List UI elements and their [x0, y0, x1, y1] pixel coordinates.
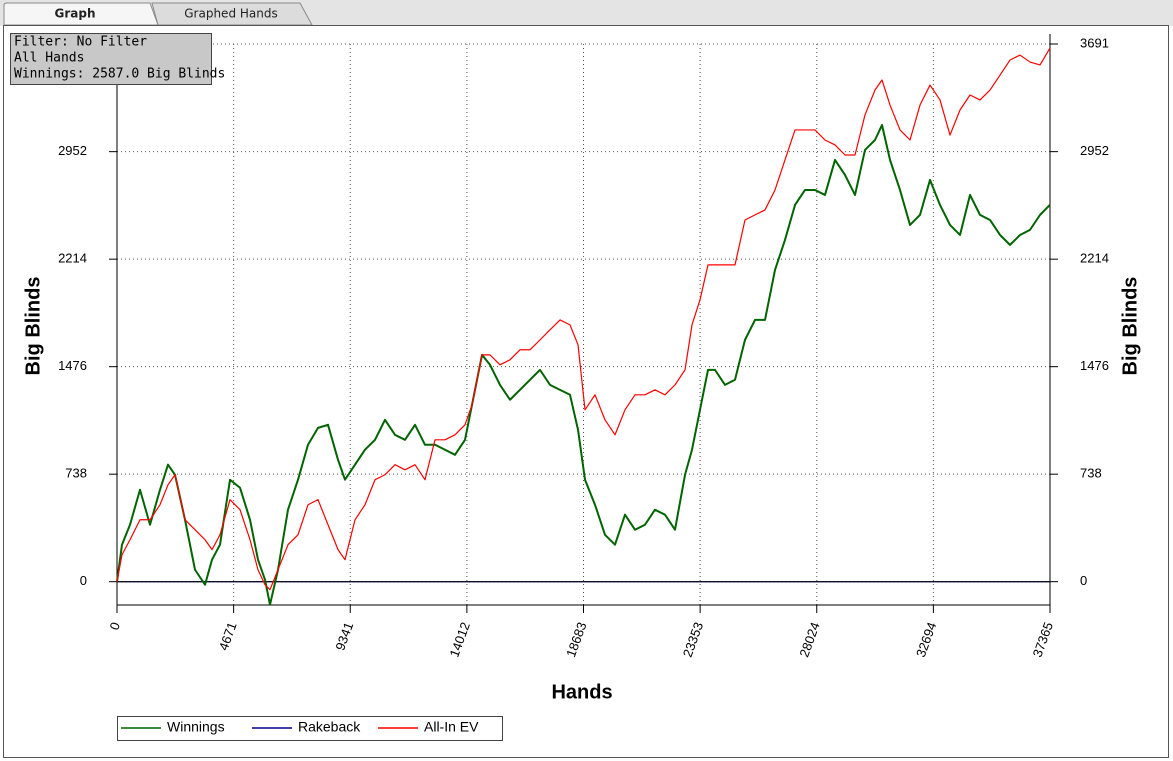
y2-tick-label: 2952 [1080, 143, 1109, 158]
legend-label: Rakeback [298, 719, 361, 735]
series-line [116, 124, 1051, 606]
y2-tick-label: 0 [1080, 573, 1087, 588]
y2-tick-label: 738 [1080, 466, 1102, 481]
legend-box [117, 716, 503, 741]
y-axis-title: Big Blinds [22, 277, 44, 376]
y2-tick-label: 1476 [1080, 358, 1109, 373]
y-tick-label: 2214 [58, 251, 87, 266]
y2-tick-label: 3691 [1080, 35, 1109, 50]
y-tick-label: 1476 [58, 358, 87, 373]
tab-label: Graph [55, 7, 96, 21]
y-tick-label: 738 [65, 466, 87, 481]
legend-label: Winnings [167, 719, 225, 735]
info-box [10, 33, 212, 85]
tab-label: Graphed Hands [184, 7, 277, 21]
info-line: Winnings: 2587.0 Big Blinds [14, 67, 225, 82]
legend: Winnings Rakeback All-In EV [121, 719, 479, 735]
chart-panel [3, 25, 1169, 758]
y2-axis-title: Big Blinds [1119, 277, 1141, 376]
x-axis-title: Hands [551, 681, 612, 703]
y2-tick-label: 2214 [1080, 251, 1109, 266]
series-line [116, 47, 1051, 591]
y-tick-label: 0 [80, 573, 87, 588]
x-tick-label: 0 [106, 620, 123, 632]
y-tick-label: 2952 [58, 143, 87, 158]
info-line: All Hands [14, 51, 84, 66]
info-line: Filter: No Filter [14, 35, 147, 50]
tab-graph[interactable] [3, 2, 159, 26]
legend-label: All-In EV [424, 719, 479, 735]
